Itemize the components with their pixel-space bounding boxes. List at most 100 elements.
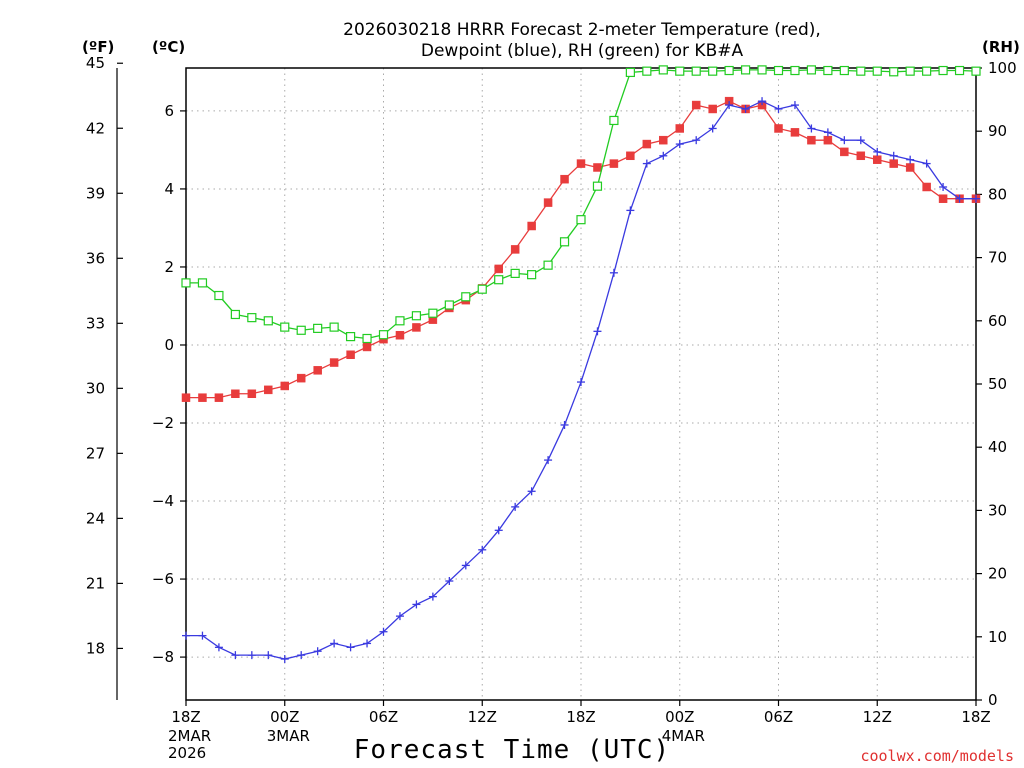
- temperature-point: [362, 342, 372, 352]
- dewpoint-point: [231, 651, 240, 660]
- relative-humidity-point: [592, 181, 603, 191]
- fahrenheit-tick-label: 18: [86, 639, 105, 657]
- relative-humidity-point: [411, 311, 422, 321]
- temperature-point: [691, 100, 701, 110]
- relative-humidity-point: [461, 292, 471, 302]
- relative-humidity-point: [757, 65, 767, 75]
- relative-humidity-point: [444, 300, 454, 310]
- x-date-label: 4MAR: [662, 727, 705, 745]
- temperature-point: [708, 104, 717, 114]
- rh-tick-label: 80: [988, 185, 1007, 203]
- relative-humidity-point: [889, 67, 899, 77]
- temperature-point: [247, 389, 257, 399]
- relative-humidity-point: [922, 66, 932, 76]
- rh-tick-label: 60: [988, 312, 1007, 330]
- temperature-point: [527, 221, 536, 231]
- celsius-tick-label: 0: [164, 336, 174, 354]
- rh-tick-label: 100: [988, 59, 1017, 77]
- relative-humidity-point: [938, 65, 948, 76]
- dewpoint-point: [840, 136, 849, 145]
- dewpoint-point: [544, 456, 553, 465]
- dewpoint-point: [922, 159, 931, 168]
- chart-title-line-2: Dewpoint (blue), RH (green) for KB#A: [421, 41, 744, 61]
- x-tick-label: 06Z: [764, 708, 793, 726]
- temperature-point: [214, 393, 224, 402]
- temperature-point: [790, 128, 800, 137]
- x-tick-label: 12Z: [468, 708, 497, 726]
- x-date-label: 2MAR: [168, 727, 211, 745]
- fahrenheit-tick-label: 39: [86, 184, 105, 202]
- temperature-point: [807, 135, 816, 145]
- relative-humidity-line: [186, 69, 977, 340]
- dewpoint-point: [626, 206, 635, 215]
- dewpoint-point: [297, 651, 306, 660]
- relative-humidity-point: [609, 115, 619, 126]
- celsius-tick-label: −2: [152, 414, 174, 432]
- fahrenheit-unit-label: (ºF): [82, 38, 114, 56]
- temperature-point: [280, 381, 289, 391]
- temperature-point: [313, 366, 322, 375]
- dewpoint-point: [198, 631, 207, 640]
- rh-tick-label: 40: [988, 438, 1007, 456]
- dewpoint-point: [395, 612, 404, 621]
- dewpoint-point: [577, 378, 585, 387]
- dewpoint-point: [494, 526, 503, 535]
- x-tick-label: 18Z: [171, 708, 200, 726]
- relative-humidity-point: [280, 322, 290, 332]
- temperature-point: [543, 198, 553, 207]
- relative-humidity-point: [675, 66, 685, 76]
- rh-tick-label: 90: [988, 122, 1007, 140]
- relative-humidity-point: [872, 66, 882, 76]
- fahrenheit-tick-label: 21: [86, 574, 105, 592]
- dewpoint-point: [725, 101, 734, 110]
- dewpoint-point: [214, 643, 223, 652]
- rh-tick-label: 70: [988, 249, 1007, 267]
- relative-humidity-point: [395, 316, 405, 326]
- temperature-point: [938, 194, 948, 203]
- dewpoint-point: [823, 128, 832, 137]
- relative-humidity-point: [971, 66, 981, 76]
- celsius-tick-label: 6: [164, 102, 174, 120]
- relative-humidity-point: [197, 278, 208, 288]
- data-series: [181, 65, 981, 664]
- dewpoint-point: [593, 327, 602, 336]
- dewpoint-point: [527, 487, 536, 496]
- dewpoint-point: [659, 151, 668, 160]
- rh-tick-label: 50: [988, 375, 1007, 393]
- dewpoint-point: [873, 147, 882, 156]
- dewpoint-point: [478, 545, 487, 554]
- credit-text: coolwx.com/models: [860, 747, 1014, 765]
- x-tick-label: 00Z: [665, 708, 694, 726]
- temperature-point: [181, 393, 191, 402]
- temperature-point: [296, 373, 306, 383]
- relative-humidity-point: [856, 66, 866, 76]
- axes: 18212427303336394245−8−6−4−2024601020304…: [86, 54, 1017, 762]
- temperature-point: [873, 155, 882, 164]
- temperature-point: [823, 135, 833, 145]
- temperature-point: [840, 147, 849, 157]
- x-axis-label: Forecast Time (UTC): [354, 735, 670, 765]
- fahrenheit-tick-label: 42: [86, 119, 105, 137]
- relative-humidity-point: [477, 284, 487, 294]
- relative-humidity-point: [296, 325, 306, 335]
- dewpoint-point: [708, 124, 717, 133]
- celsius-tick-label: 2: [164, 258, 174, 276]
- temperature-point: [494, 264, 503, 274]
- temperature-point: [198, 393, 207, 402]
- dewpoint-point: [758, 97, 767, 106]
- temperature-point: [231, 389, 240, 399]
- relative-humidity-point: [527, 270, 537, 280]
- relative-humidity-point: [773, 65, 784, 76]
- fahrenheit-tick-label: 27: [86, 444, 105, 462]
- x-tick-label: 18Z: [566, 708, 595, 726]
- dewpoint-point: [363, 639, 372, 648]
- temperature-point: [593, 163, 602, 172]
- celsius-tick-label: −6: [152, 570, 174, 588]
- temperature-point: [510, 245, 520, 254]
- relative-humidity-point: [905, 66, 915, 76]
- x-date-label: 2026: [168, 744, 206, 762]
- fahrenheit-tick-label: 36: [86, 249, 105, 267]
- relative-humidity-point: [806, 65, 817, 75]
- temperature-point: [905, 163, 915, 172]
